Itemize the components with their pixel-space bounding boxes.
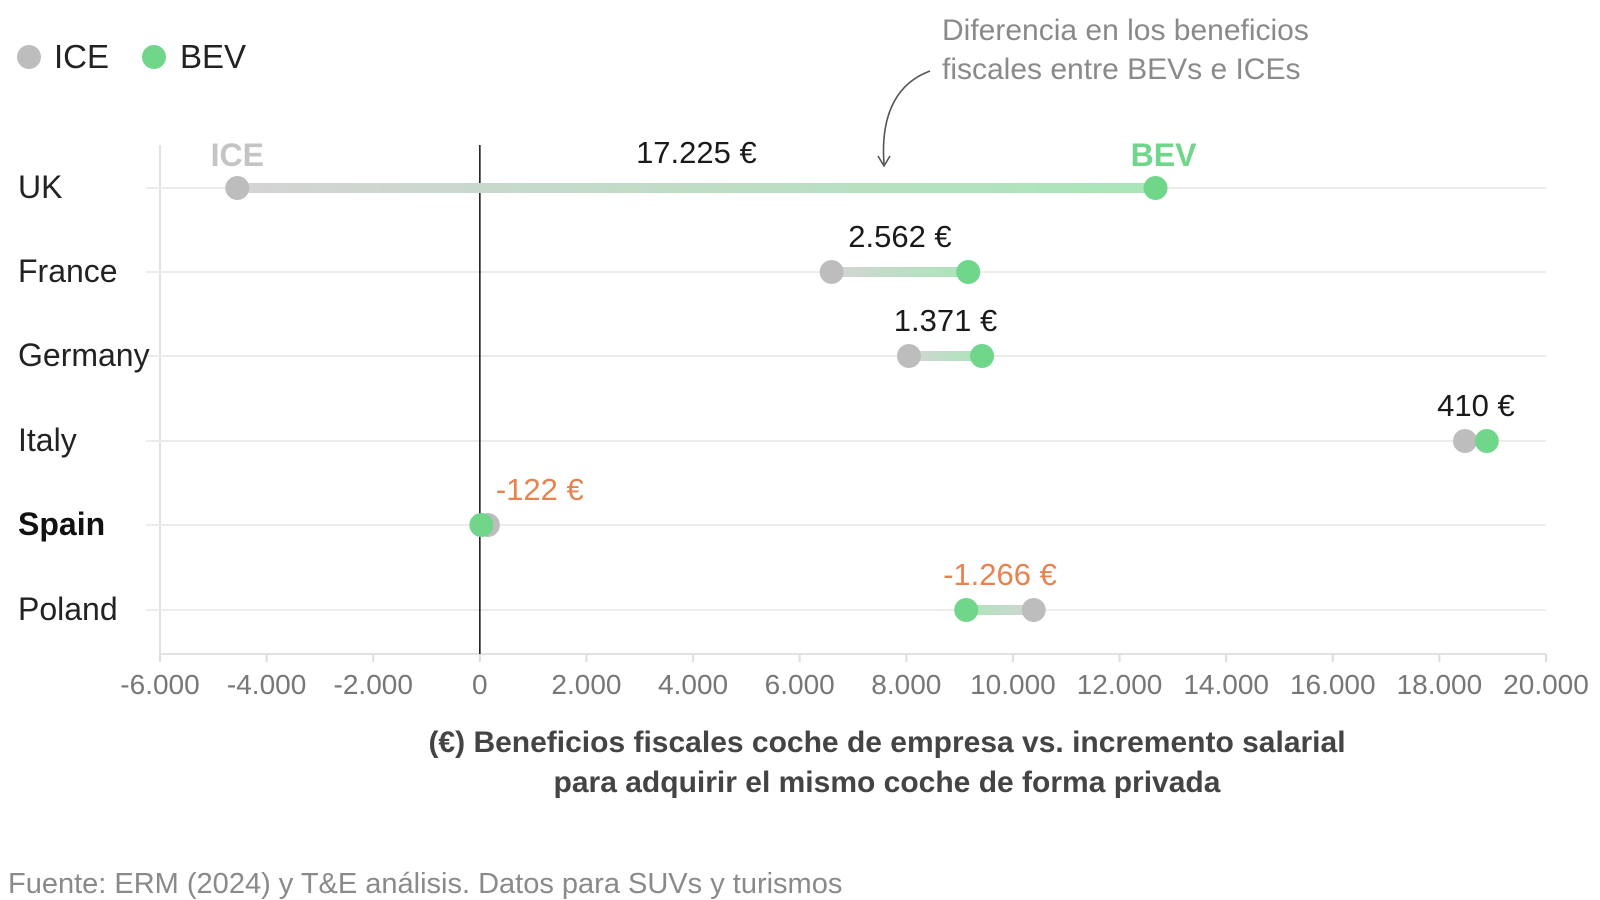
bev-point	[954, 598, 979, 622]
legend-bev-label: BEV	[180, 38, 246, 75]
x-tick-label: 2.000	[551, 669, 621, 700]
bev-point	[1474, 429, 1499, 453]
legend: ICE BEV	[17, 38, 246, 75]
bev-point	[970, 344, 995, 368]
ice-end-label: ICE	[211, 137, 264, 173]
x-tick-label: 4.000	[658, 669, 728, 700]
ice-point	[896, 344, 921, 368]
row-label: Spain	[18, 506, 105, 542]
connector-bar	[831, 267, 969, 277]
x-axis-title-line-2: para adquirir el mismo coche de forma pr…	[554, 766, 1221, 799]
annotation: Diferencia en los beneficios fiscales en…	[877, 14, 1309, 168]
difference-label: 1.371 €	[894, 303, 997, 338]
annotation-arrow	[882, 70, 931, 165]
row-label: France	[18, 253, 118, 289]
row-spain: Spain -122 €	[18, 472, 584, 542]
bev-point	[1143, 176, 1168, 200]
row-label: Italy	[18, 422, 77, 458]
bev-point	[469, 513, 494, 537]
source-note: Fuente: ERM (2024) y T&E análisis. Datos…	[8, 868, 842, 900]
difference-label: -1.266 €	[943, 557, 1057, 592]
x-tick-label: 10.000	[970, 669, 1056, 700]
x-tick-label: 20.000	[1503, 669, 1589, 700]
row-italy: Italy 410 €	[18, 388, 1515, 458]
ice-point	[225, 176, 250, 200]
difference-label: 2.562 €	[848, 219, 951, 254]
x-tick-label: -6.000	[120, 669, 199, 700]
bev-point	[956, 260, 981, 284]
annotation-line-2: fiscales entre BEVs e ICEs	[942, 53, 1300, 86]
x-tick-label: 14.000	[1183, 669, 1269, 700]
ice-point	[1021, 598, 1046, 622]
x-tick-label: 18.000	[1397, 669, 1483, 700]
row-label: Poland	[18, 591, 118, 627]
x-tick-label: 0	[472, 669, 488, 700]
legend-ice-label: ICE	[54, 38, 109, 75]
connector-bar	[908, 351, 983, 361]
chart-rows: UK 17.225 € ICE BEV France 2.562 € Germany 1.37…	[18, 135, 1515, 627]
x-tick-label: 12.000	[1077, 669, 1163, 700]
x-tick-label: -2.000	[334, 669, 413, 700]
connector-bar	[237, 183, 1156, 193]
x-tick-label: 8.000	[871, 669, 941, 700]
row-poland: Poland -1.266 €	[18, 557, 1057, 627]
difference-label: -122 €	[496, 472, 584, 507]
ice-point	[819, 260, 844, 284]
x-tick-label: 16.000	[1290, 669, 1376, 700]
bev-end-label: BEV	[1131, 137, 1197, 173]
connector-bar	[966, 605, 1034, 615]
difference-label: 17.225 €	[636, 135, 757, 170]
row-uk: UK 17.225 € ICE BEV	[18, 135, 1197, 205]
x-tick-label: -4.000	[227, 669, 306, 700]
row-france: France 2.562 €	[18, 219, 981, 289]
legend-bev-dot	[142, 45, 166, 69]
row-label: Germany	[18, 337, 150, 373]
legend-ice-dot	[17, 45, 41, 69]
annotation-arrowhead	[877, 155, 891, 168]
x-axis-title-line-1: (€) Beneficios fiscales coche de empresa…	[428, 726, 1345, 759]
annotation-line-1: Diferencia en los beneficios	[942, 14, 1309, 47]
row-label: UK	[18, 169, 62, 205]
row-germany: Germany 1.371 €	[18, 303, 997, 373]
x-axis: -6.000 -4.000 -2.000 0 2.000 4.000 6.000 8.000 1…	[120, 145, 1589, 700]
x-tick-label: 6.000	[765, 669, 835, 700]
ice-point	[1452, 429, 1477, 453]
difference-label: 410 €	[1437, 388, 1515, 423]
